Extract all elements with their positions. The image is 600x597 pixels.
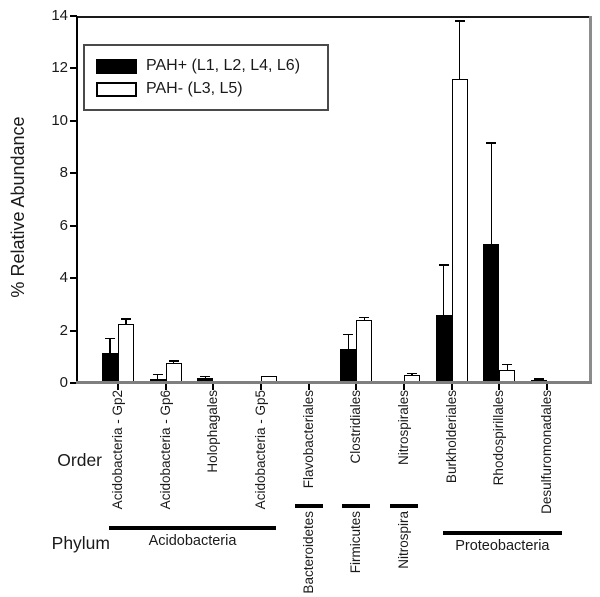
error-bar-stem xyxy=(363,317,366,321)
error-bar-stem xyxy=(172,361,175,364)
error-bar-cap xyxy=(407,372,418,375)
y-tick xyxy=(70,224,77,227)
bar xyxy=(356,320,373,383)
error-bar-cap xyxy=(152,373,163,376)
x-tick xyxy=(212,384,215,390)
error-bar-stem xyxy=(347,334,350,349)
x-axis-line xyxy=(76,381,592,384)
order-label: Acidobacteria - Gp2 xyxy=(110,390,125,510)
x-tick xyxy=(117,384,119,390)
x-tick xyxy=(403,384,406,390)
y-tick xyxy=(70,329,77,332)
y-axis-line xyxy=(76,16,78,384)
error-bar-stem xyxy=(109,338,111,353)
error-bar-cap xyxy=(343,333,354,336)
error-bar-stem xyxy=(458,21,461,79)
error-bar-cap xyxy=(502,363,513,366)
plot-right-border xyxy=(589,16,592,383)
phylum-label: Bacteroidetes xyxy=(300,511,316,594)
phylum-label: Firmicutes xyxy=(348,511,364,574)
error-bar-cap xyxy=(200,375,211,378)
y-tick-label: 0 xyxy=(59,374,68,391)
error-bar-stem xyxy=(506,364,509,370)
x-tick xyxy=(450,384,453,390)
order-label: Acidobacteria - Gp6 xyxy=(157,390,173,510)
plot-top-border xyxy=(77,16,592,18)
x-tick xyxy=(164,384,167,390)
y-tick-label: 12 xyxy=(51,59,68,77)
y-tick xyxy=(70,15,77,17)
legend-item: PAH- (L3, L5) xyxy=(96,80,327,98)
phylum-label: Nitrospira xyxy=(396,511,412,569)
y-tick-label: 6 xyxy=(59,216,68,234)
error-bar-cap xyxy=(438,264,449,266)
y-tick-label: 4 xyxy=(59,269,68,287)
y-tick xyxy=(70,119,77,122)
order-label: Burkholderiales xyxy=(443,390,459,484)
legend-label: PAH+ (L1, L2, L4, L6) xyxy=(146,57,301,74)
bar xyxy=(340,348,357,383)
y-tick-label: 10 xyxy=(51,111,68,129)
legend-item: PAH+ (L1, L2, L4, L6) xyxy=(96,57,327,75)
y-tick-label: 2 xyxy=(59,321,68,339)
legend-swatch xyxy=(96,81,137,97)
y-axis-title: % Relative Abundance xyxy=(8,116,28,298)
error-bar-cap xyxy=(454,20,465,23)
y-tick xyxy=(70,67,77,70)
y-tick xyxy=(70,172,77,175)
order-axis-title: Order xyxy=(57,450,102,470)
y-tick xyxy=(70,382,77,384)
error-bar-stem xyxy=(156,374,159,380)
bar xyxy=(483,244,500,383)
error-bar-cap xyxy=(534,378,545,380)
bar xyxy=(102,352,118,383)
order-label: Desulfuromonadales xyxy=(539,390,555,514)
error-bar-stem xyxy=(490,143,493,245)
error-bar-stem xyxy=(125,318,127,324)
error-bar-cap xyxy=(359,316,370,319)
error-bar-cap xyxy=(105,337,115,340)
legend-label: PAH- (L3, L5) xyxy=(146,80,243,97)
phylum-line xyxy=(442,531,563,535)
phylum-line xyxy=(390,504,419,508)
x-tick xyxy=(307,384,310,390)
x-tick xyxy=(546,384,549,390)
error-bar-cap xyxy=(486,142,497,144)
y-tick-label: 14 xyxy=(51,7,68,24)
legend: PAH+ (L1, L2, L4, L6) PAH- (L3, L5) xyxy=(83,44,329,111)
y-tick-label: 8 xyxy=(59,164,68,182)
bar xyxy=(118,324,134,383)
phylum-line xyxy=(294,504,323,508)
x-tick xyxy=(498,384,501,390)
error-bar-stem xyxy=(204,376,207,379)
order-label: Holophagales xyxy=(205,390,221,473)
legend-swatch xyxy=(96,58,137,74)
error-bar-stem xyxy=(442,265,445,315)
bar xyxy=(435,314,452,383)
error-bar-cap xyxy=(121,317,131,320)
phylum-line xyxy=(109,526,276,530)
x-tick xyxy=(355,384,358,390)
y-tick xyxy=(70,277,77,280)
bar xyxy=(451,78,468,383)
phylum-axis-title: Phylum xyxy=(51,533,110,553)
bar xyxy=(197,378,214,383)
order-label: Rhodospirillales xyxy=(491,390,507,486)
phylum-label: Proteobacteria xyxy=(455,538,550,554)
x-tick xyxy=(260,384,262,390)
phylum-label: Acidobacteria xyxy=(148,533,237,549)
error-bar-cap xyxy=(168,360,179,363)
phylum-line xyxy=(342,504,371,508)
order-label: Acidobacteria - Gp5 xyxy=(253,390,268,510)
